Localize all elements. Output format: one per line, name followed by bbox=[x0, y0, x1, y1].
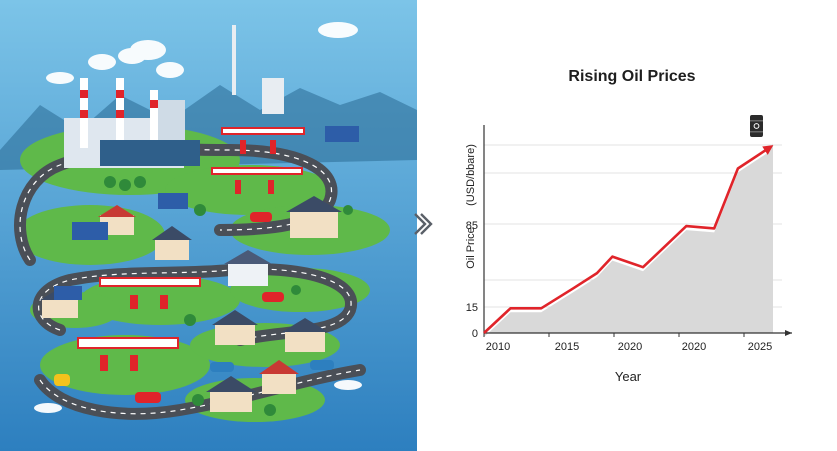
y-tick-label: 15 bbox=[466, 302, 478, 314]
line-chart: 2010 2015 2020 2020 2025 0 15 85 Oil Price (USD… bbox=[465, 115, 792, 384]
x-tick-label: 2020 bbox=[618, 341, 642, 353]
axes bbox=[483, 125, 792, 337]
y-tick-label: 85 bbox=[466, 220, 478, 232]
city-illustration bbox=[0, 0, 417, 451]
oil-barrel-icon bbox=[750, 115, 763, 137]
chevron-right-icon bbox=[414, 213, 433, 235]
tick-labels: 2010 2015 2020 2020 2025 0 15 85 bbox=[466, 220, 772, 353]
y-axis-title: Oil Price bbox=[465, 227, 477, 269]
x-axis-title: Year bbox=[615, 369, 642, 384]
chart-title: Rising Oil Prices bbox=[568, 68, 696, 85]
y-tick-label: 0 bbox=[472, 328, 478, 340]
series-line bbox=[483, 146, 771, 334]
y-axis-unit: (USD/bbare) bbox=[465, 144, 477, 206]
area-fill bbox=[484, 143, 773, 337]
series-arrowhead bbox=[762, 145, 774, 155]
x-tick-label: 2010 bbox=[486, 341, 510, 353]
x-axis-arrow bbox=[785, 330, 792, 336]
x-tick-label: 2015 bbox=[555, 341, 579, 353]
x-tick-label: 2025 bbox=[748, 341, 772, 353]
x-tick-label: 2020 bbox=[682, 341, 706, 353]
